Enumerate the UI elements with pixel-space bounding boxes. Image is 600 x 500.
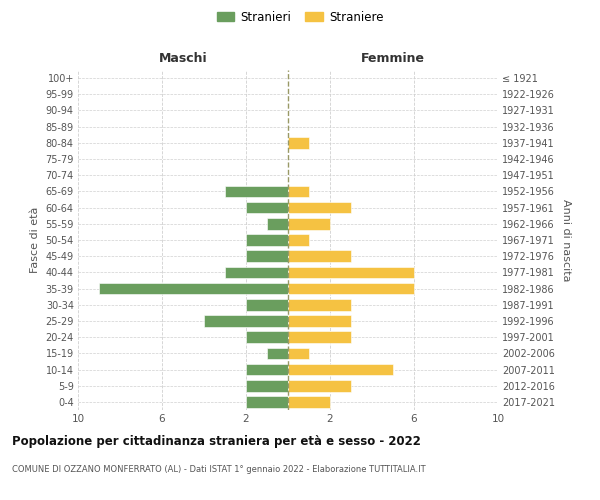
Bar xyxy=(288,380,351,392)
Bar xyxy=(246,234,288,246)
Bar xyxy=(246,299,288,310)
Bar xyxy=(246,332,288,343)
Legend: Stranieri, Straniere: Stranieri, Straniere xyxy=(212,6,388,28)
Bar xyxy=(246,380,288,392)
Bar xyxy=(225,186,288,198)
Bar xyxy=(288,348,309,359)
Text: Maschi: Maschi xyxy=(158,52,208,65)
Bar xyxy=(204,315,288,327)
Bar xyxy=(288,234,309,246)
Bar xyxy=(288,332,351,343)
Bar xyxy=(288,396,330,407)
Bar xyxy=(225,266,288,278)
Bar xyxy=(246,250,288,262)
Text: Femmine: Femmine xyxy=(361,52,425,65)
Bar xyxy=(288,364,393,376)
Bar xyxy=(246,396,288,407)
Bar xyxy=(267,348,288,359)
Bar xyxy=(288,250,351,262)
Bar xyxy=(246,364,288,376)
Bar xyxy=(246,202,288,213)
Bar xyxy=(288,186,309,198)
Bar xyxy=(288,218,330,230)
Bar xyxy=(99,282,288,294)
Bar xyxy=(288,299,351,310)
Bar xyxy=(288,266,414,278)
Y-axis label: Anni di nascita: Anni di nascita xyxy=(561,198,571,281)
Text: Popolazione per cittadinanza straniera per età e sesso - 2022: Popolazione per cittadinanza straniera p… xyxy=(12,435,421,448)
Text: COMUNE DI OZZANO MONFERRATO (AL) - Dati ISTAT 1° gennaio 2022 - Elaborazione TUT: COMUNE DI OZZANO MONFERRATO (AL) - Dati … xyxy=(12,465,425,474)
Bar xyxy=(288,202,351,213)
Bar xyxy=(267,218,288,230)
Y-axis label: Fasce di età: Fasce di età xyxy=(30,207,40,273)
Bar xyxy=(288,137,309,148)
Bar xyxy=(288,315,351,327)
Bar xyxy=(288,282,414,294)
